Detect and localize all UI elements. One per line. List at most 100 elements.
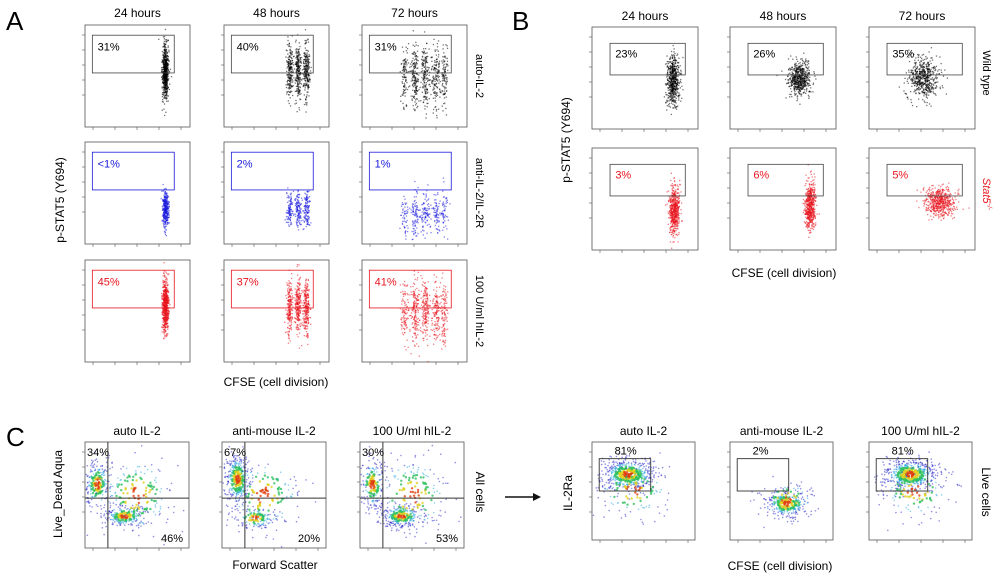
- event-dot: [290, 324, 292, 327]
- event-dot: [435, 83, 437, 85]
- event-dot: [415, 85, 417, 87]
- event-dot: [296, 88, 298, 90]
- event-dot: [302, 73, 304, 75]
- event-dot: [306, 104, 308, 106]
- event-dot: [402, 92, 404, 95]
- event-dot: [423, 71, 426, 73]
- event-dot: [293, 297, 295, 299]
- event-dot: [166, 83, 168, 85]
- event-dot: [298, 205, 300, 208]
- event-dot: [414, 324, 416, 326]
- event-dot: [310, 323, 312, 325]
- event-dot: [403, 82, 406, 84]
- event-dot: [427, 203, 430, 205]
- event-dot: [413, 332, 415, 334]
- event-dot: [307, 64, 310, 66]
- event-dot: [415, 104, 417, 106]
- event-dot: [288, 211, 290, 213]
- event-dot: [165, 96, 167, 98]
- event-dot: [304, 69, 306, 71]
- event-dot: [287, 36, 289, 38]
- event-dot: [404, 284, 406, 286]
- event-dot: [417, 218, 419, 220]
- event-dot: [168, 222, 170, 224]
- event-dot: [423, 58, 425, 60]
- event-dot: [287, 305, 289, 307]
- event-dot: [434, 216, 436, 218]
- event-dot: [439, 282, 442, 284]
- event-dot: [414, 180, 416, 183]
- event-dot: [285, 56, 287, 58]
- event-dot: [299, 276, 301, 279]
- event-dot: [303, 52, 305, 54]
- event-dot: [424, 88, 426, 90]
- event-dot: [306, 52, 308, 54]
- event-dot: [406, 312, 408, 314]
- event-dot: [304, 39, 306, 42]
- event-dot: [426, 89, 428, 91]
- event-dot: [402, 78, 404, 81]
- event-dot: [162, 101, 164, 103]
- event-dot: [427, 308, 429, 310]
- event-dot: [414, 78, 417, 80]
- event-dot: [287, 303, 289, 305]
- event-dot: [299, 294, 301, 297]
- event-dot: [165, 300, 168, 303]
- event-dot: [165, 188, 167, 190]
- event-dot: [290, 50, 292, 52]
- event-dot: [286, 196, 288, 199]
- event-dot: [426, 66, 428, 68]
- event-dot: [422, 193, 425, 195]
- event-dot: [166, 78, 168, 80]
- event-dot: [304, 43, 306, 45]
- event-dot: [442, 229, 444, 231]
- event-dot: [442, 190, 444, 192]
- event-dot: [164, 223, 166, 225]
- event-dot: [405, 78, 407, 80]
- event-dot: [430, 69, 433, 71]
- event-dot: [298, 81, 300, 83]
- event-dot: [287, 87, 289, 89]
- event-dot: [405, 88, 407, 91]
- event-dot: [163, 337, 165, 339]
- event-dot: [407, 211, 409, 213]
- event-dot: [436, 92, 438, 94]
- event-dot: [162, 200, 164, 202]
- event-dot: [425, 88, 427, 91]
- event-dot: [166, 309, 168, 311]
- event-dot: [290, 283, 293, 285]
- event-dot: [403, 300, 405, 303]
- event-dot: [305, 279, 307, 281]
- event-dot: [307, 73, 309, 75]
- event-dot: [412, 203, 414, 205]
- event-dot: [415, 73, 418, 75]
- event-dot: [299, 98, 302, 101]
- event-dot: [414, 93, 416, 95]
- event-dot: [422, 229, 424, 231]
- event-dot: [162, 220, 165, 222]
- event-dot: [163, 225, 165, 227]
- event-dot: [161, 190, 163, 192]
- event-dot: [442, 59, 445, 61]
- event-dot: [297, 306, 299, 308]
- event-dot: [290, 53, 292, 55]
- event-dot: [306, 296, 309, 298]
- event-dot: [305, 317, 307, 319]
- event-dot: [444, 305, 446, 307]
- event-dot: [161, 302, 163, 304]
- event-dot: [445, 80, 447, 82]
- event-dot: [294, 215, 297, 218]
- event-dot: [446, 77, 448, 79]
- event-dot: [165, 47, 167, 49]
- event-dot: [290, 277, 293, 280]
- event-dot: [308, 211, 310, 214]
- event-dot: [421, 221, 423, 223]
- event-dot: [308, 79, 310, 81]
- event-dot: [298, 52, 300, 54]
- event-dot: [296, 290, 298, 292]
- event-dot: [413, 274, 416, 276]
- event-dot: [288, 42, 290, 44]
- event-dot: [166, 80, 168, 82]
- event-dot: [412, 70, 415, 72]
- event-dot: [421, 323, 423, 325]
